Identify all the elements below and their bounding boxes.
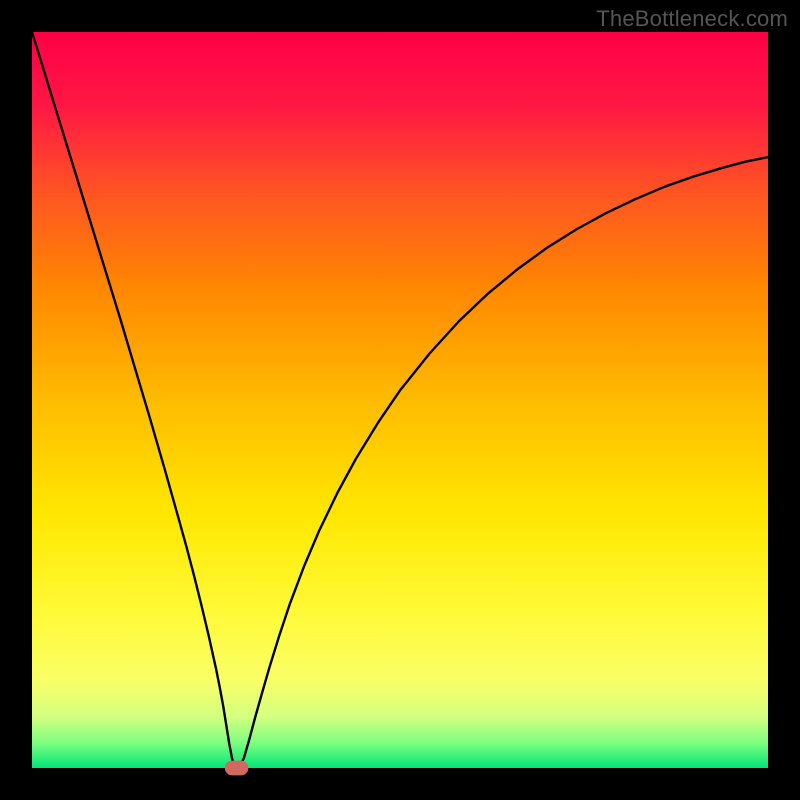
chart-svg — [0, 0, 800, 800]
plot-background — [32, 32, 768, 768]
bottleneck-chart: TheBottleneck.com — [0, 0, 800, 800]
watermark-text: TheBottleneck.com — [596, 6, 788, 32]
optimal-marker — [225, 761, 249, 776]
